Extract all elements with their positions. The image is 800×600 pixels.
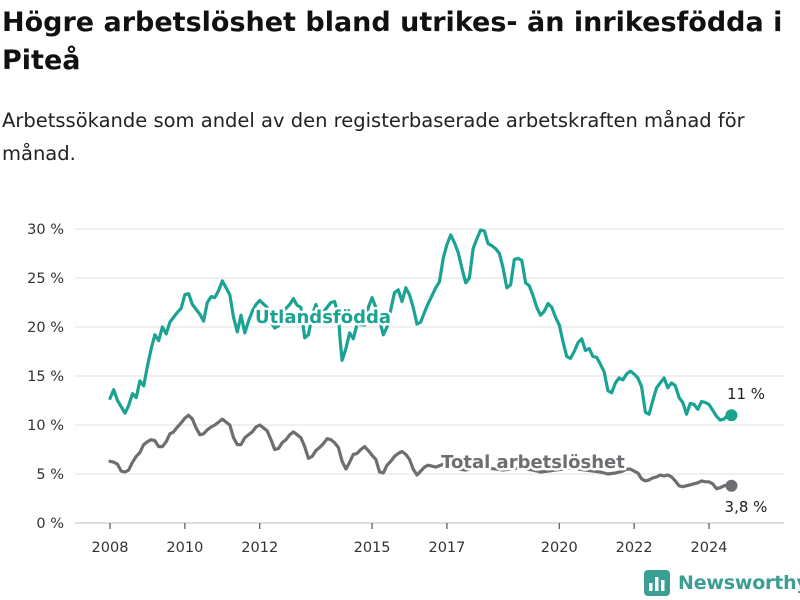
x-axis: 2008 2010 2012 2015 2017 2020 2022 2024 xyxy=(92,523,728,556)
x-tick-label: 2017 xyxy=(428,540,465,556)
y-tick-label: 20 % xyxy=(27,320,64,336)
brand-name: Newsworthy xyxy=(678,572,800,594)
series-end-label-0: 11 % xyxy=(727,385,765,403)
series-name-label-0: Utlandsfödda xyxy=(255,307,391,328)
y-axis-tick-labels: 0 % 5 % 10 % 15 % 20 % 25 % 30 % xyxy=(27,222,64,532)
page-subtitle: Arbetssökande som andel av den registerb… xyxy=(2,109,745,165)
x-tick-label: 2010 xyxy=(166,540,203,556)
x-tick-label: 2008 xyxy=(92,540,129,556)
series-lines xyxy=(108,228,738,492)
x-tick-label: 2020 xyxy=(541,540,578,556)
y-tick-label: 30 % xyxy=(27,222,64,238)
grid-lines xyxy=(75,228,784,524)
y-tick-label: 25 % xyxy=(27,271,64,287)
y-tick-label: 15 % xyxy=(27,369,64,385)
brand-logo: Newsworthy xyxy=(644,568,800,598)
series-line-0 xyxy=(108,228,734,422)
page-title: Högre arbetslöshet bland utrikes- än inr… xyxy=(2,7,783,76)
x-tick-label: 2024 xyxy=(691,540,728,556)
series-end-point-1 xyxy=(725,479,738,492)
bar-chart-logo-icon xyxy=(644,570,670,596)
x-tick-label: 2015 xyxy=(354,540,391,556)
series-name-label-1: Total arbetslöshet xyxy=(441,452,625,473)
y-tick-label: 5 % xyxy=(36,467,64,483)
y-tick-label: 0 % xyxy=(36,516,64,532)
series-line-1 xyxy=(108,413,734,491)
x-tick-label: 2022 xyxy=(616,540,653,556)
series-end-label-1: 3,8 % xyxy=(725,498,768,516)
series-labels: 11 % 3,8 % Utlandsfödda Total arbetslöshet xyxy=(252,305,768,517)
series-end-point-0 xyxy=(725,409,738,422)
x-tick-label: 2012 xyxy=(241,540,278,556)
y-tick-label: 10 % xyxy=(27,418,64,434)
